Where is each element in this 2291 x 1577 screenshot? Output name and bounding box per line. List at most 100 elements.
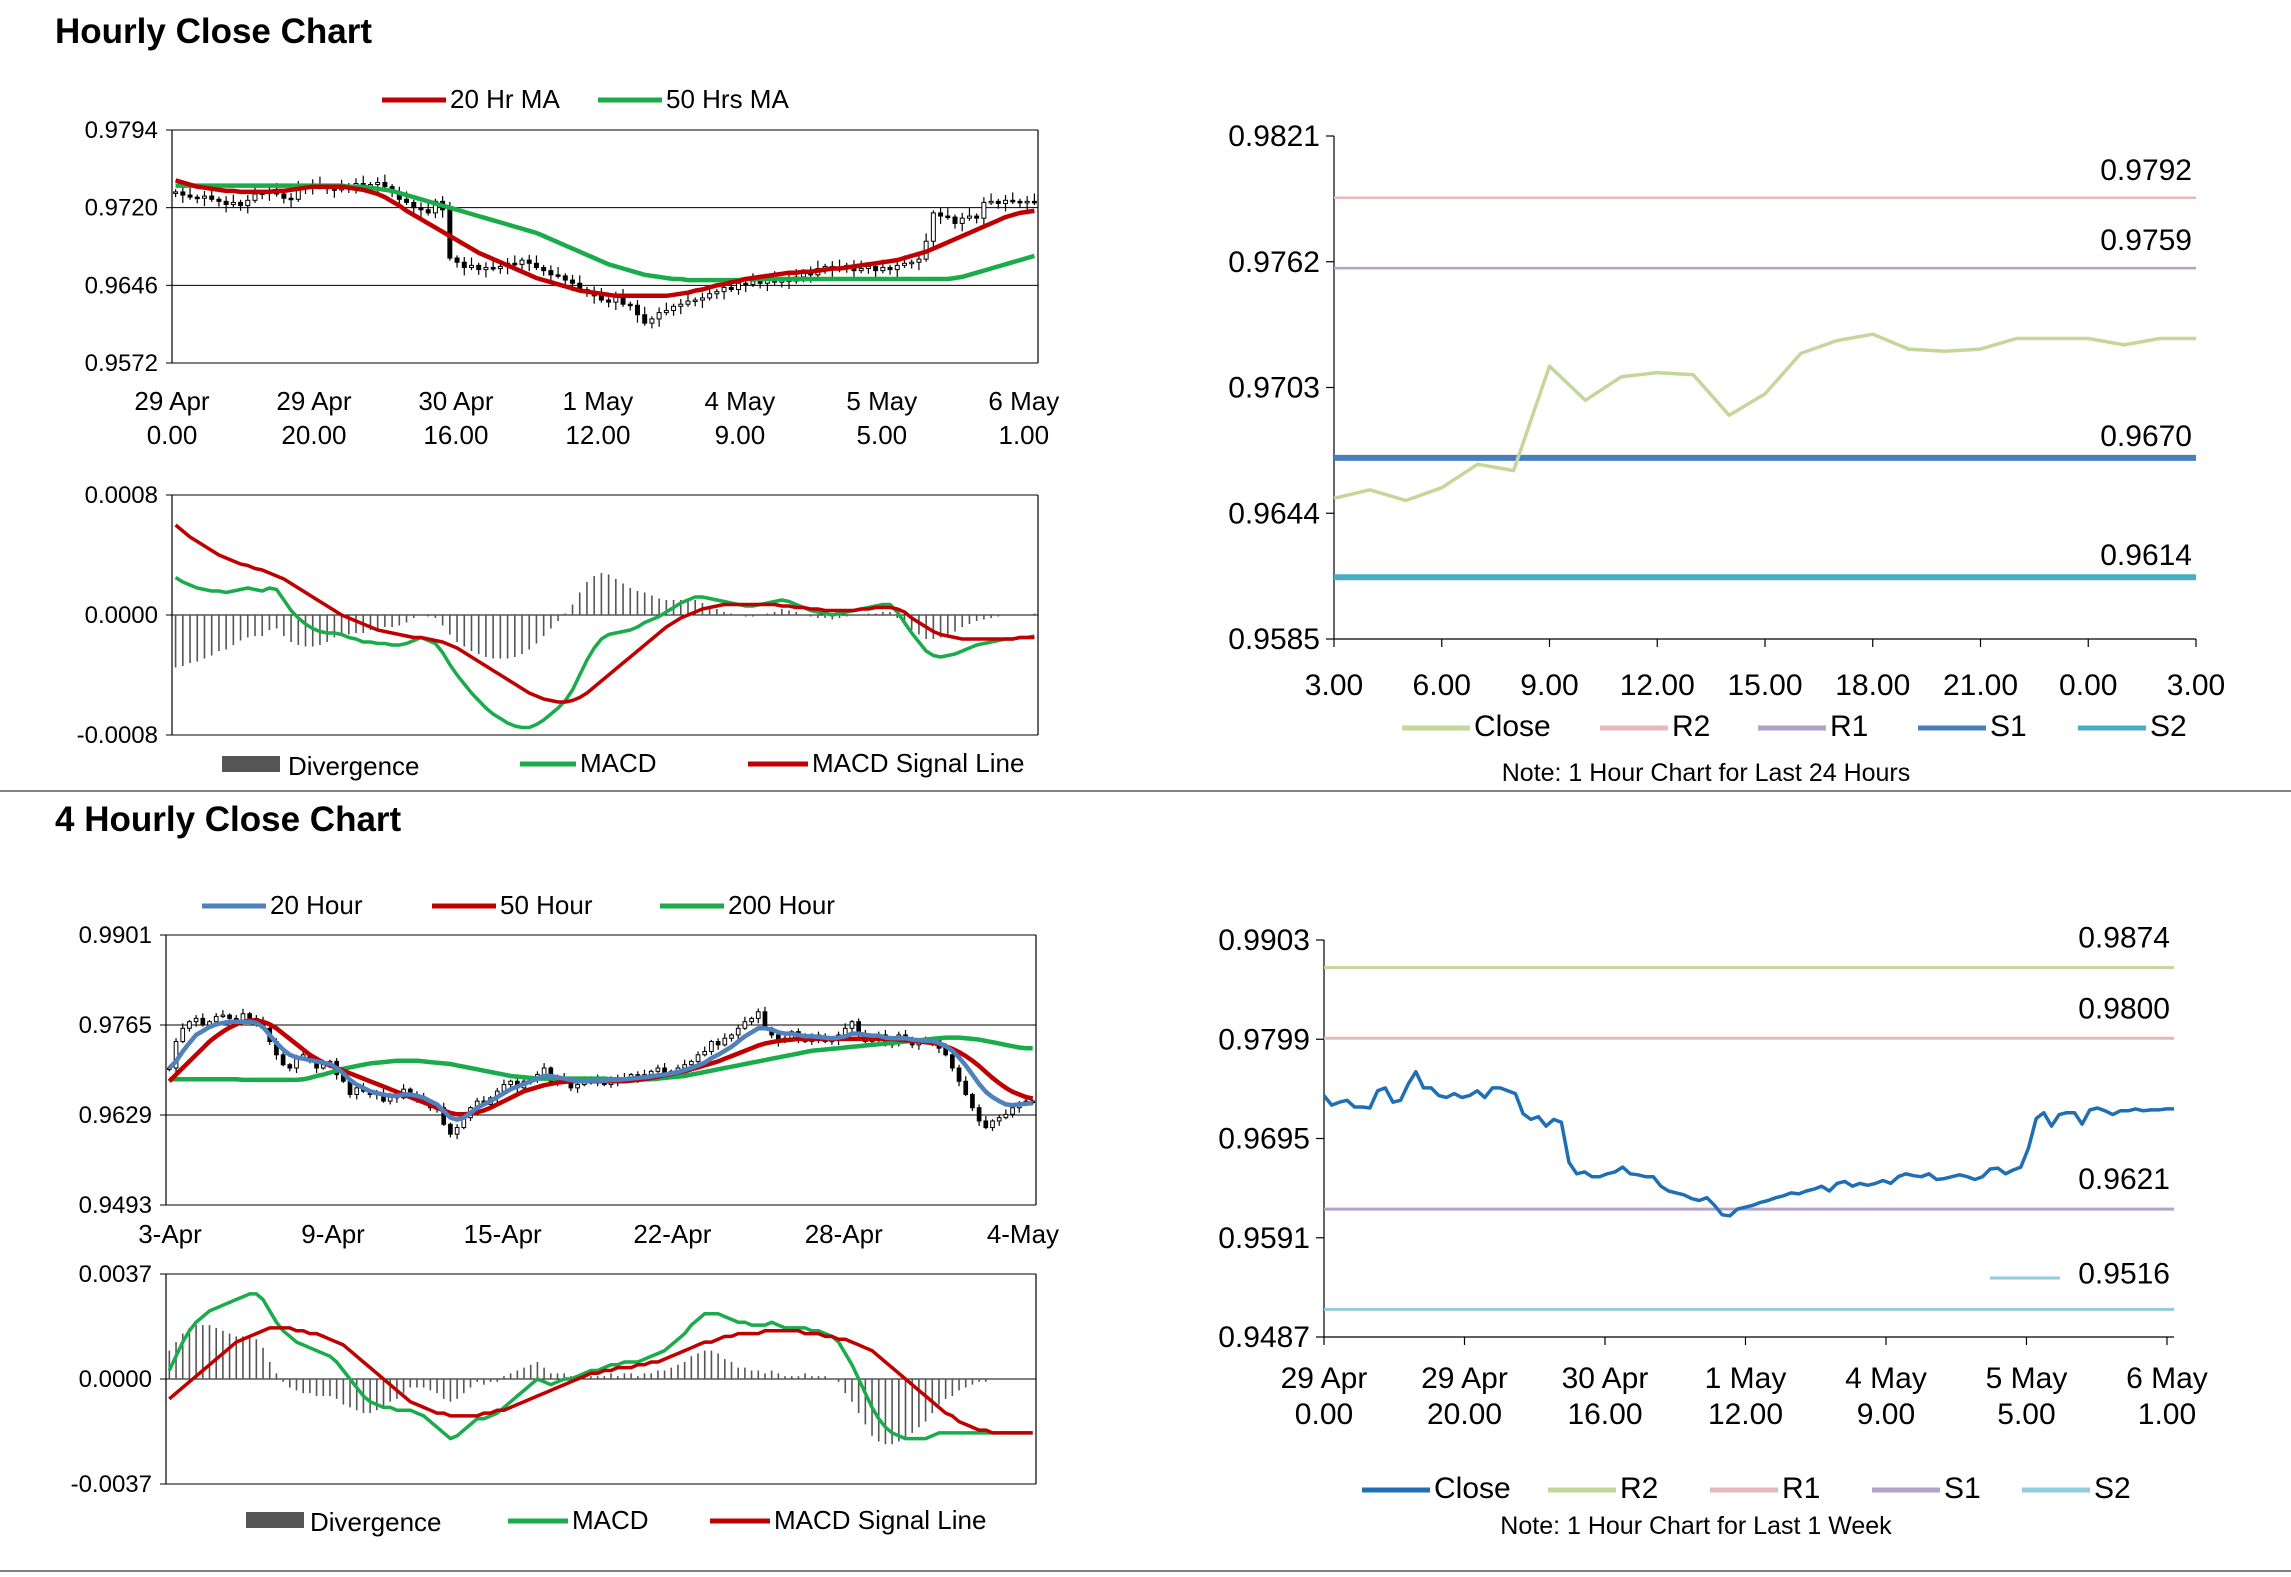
hourly-24h-y-tick-label: 0.9821 bbox=[1228, 120, 1320, 153]
hourly-price-candle-body bbox=[988, 200, 994, 204]
four-hourly-price-candle-body bbox=[448, 1123, 453, 1135]
four-hourly-price-candle-body bbox=[849, 1021, 855, 1029]
hourly-macd-legend-label: Divergence bbox=[288, 751, 420, 781]
hourly-price-candle-body bbox=[1010, 199, 1016, 203]
four-hourly-price-candle-body bbox=[541, 1067, 547, 1076]
four-hourly-price-candle-body bbox=[956, 1067, 962, 1082]
hourly-price-candle-body bbox=[916, 258, 922, 263]
hourly-price-candle-body bbox=[981, 201, 987, 219]
hourly-price-candle-body bbox=[230, 201, 236, 206]
four-hourly-price-candle-body bbox=[749, 1017, 754, 1023]
section-divider bbox=[0, 790, 2291, 792]
hourly-price-candle-body bbox=[526, 259, 532, 264]
hourly-price-candle-body bbox=[483, 266, 489, 271]
four-hourly-price-candle-body bbox=[213, 1015, 219, 1023]
hourly-price-x-tick-label: 20.00 bbox=[281, 420, 346, 450]
hourly-1w-s1-legend-label: S1 bbox=[1944, 1472, 1981, 1505]
hourly-price-candle-body bbox=[894, 264, 900, 271]
four-hourly-price-candle-body bbox=[709, 1041, 714, 1052]
four-hourly-price-candle-body bbox=[280, 1054, 286, 1066]
hourly-price-candle-body bbox=[238, 201, 244, 207]
hourly-24h-y-tick-label: 0.9703 bbox=[1228, 372, 1320, 405]
hourly-price-candle-body bbox=[519, 259, 525, 265]
four-hourly-price-candle-body bbox=[996, 1117, 1002, 1122]
hourly-price-candle-body bbox=[180, 191, 186, 196]
hourly-price-x-tick-label: 1.00 bbox=[998, 420, 1049, 450]
hourly-price-ma20-line bbox=[174, 178, 1035, 299]
hourly-price-candle-body bbox=[1024, 200, 1030, 204]
hourly-price-candle-body bbox=[945, 215, 951, 219]
hourly-24h-y-tick-label: 0.9644 bbox=[1228, 497, 1320, 530]
hourly-1w-x-tick-label: 9.00 bbox=[1857, 1398, 1915, 1431]
four-hourly-price-candle-body bbox=[990, 1120, 995, 1129]
hourly-price-candle-body bbox=[642, 314, 648, 324]
four-hourly-macd-divergence-legend-swatch bbox=[246, 1512, 304, 1528]
four-hourly-price-candle-body bbox=[247, 1013, 252, 1019]
hourly-24h-level-label-r1: 0.9759 bbox=[2100, 224, 2192, 257]
hourly-price-candle-body bbox=[634, 304, 640, 316]
hourly-price-candle-body bbox=[671, 305, 677, 312]
hourly-price-candle-body bbox=[404, 198, 410, 203]
four-hourly-macd-signal-legend-label: MACD Signal Line bbox=[774, 1505, 986, 1535]
hourly-price-candle-body bbox=[627, 303, 633, 307]
four-hourly-price-y-tick-label: 0.9493 bbox=[79, 1192, 152, 1219]
hourly-price-candle-body bbox=[173, 191, 179, 194]
hourly-1w-y-tick-label: 0.9799 bbox=[1218, 1023, 1310, 1056]
hourly-price-candle-body bbox=[469, 264, 474, 268]
hourly-24h-r1-legend-label: R1 bbox=[1830, 710, 1868, 743]
hourly-section-title: Hourly Close Chart bbox=[55, 12, 372, 51]
hourly-price-candle-body bbox=[757, 280, 763, 284]
hourly-price-candle-body bbox=[938, 212, 944, 217]
hourly-price-candle-body bbox=[252, 193, 258, 201]
hourly-price-x-tick-label: 5 May bbox=[846, 386, 917, 416]
four-hourly-price-x-tick-label: 9-Apr bbox=[301, 1219, 365, 1249]
hourly-price-candle-body bbox=[714, 291, 720, 295]
hourly-24h-level-label-s1: 0.9670 bbox=[2100, 420, 2192, 453]
hourly-price-candle-body bbox=[209, 195, 215, 200]
four-hourly-price-candle-body bbox=[963, 1080, 969, 1095]
hourly-24h-x-tick-label: 18.00 bbox=[1835, 669, 1910, 702]
four-hourly-price-ma20-line bbox=[167, 1019, 1033, 1122]
hourly-24h-level-label-s2: 0.9614 bbox=[2100, 539, 2192, 572]
hourly-1w-y-tick-label: 0.9903 bbox=[1218, 924, 1310, 957]
hourly-price-x-tick-label: 29 Apr bbox=[276, 386, 352, 416]
hourly-price-candle-body bbox=[974, 215, 980, 219]
hourly-macd-macd-legend-label: MACD bbox=[580, 748, 657, 778]
four-hourly-price-candle-body bbox=[689, 1060, 694, 1066]
hourly-price-candle-body bbox=[880, 266, 886, 272]
hourly-24h-x-tick-label: 21.00 bbox=[1943, 669, 2018, 702]
hourly-price-candle-body bbox=[476, 264, 482, 271]
four-hourly-price-candle-body bbox=[702, 1050, 708, 1056]
hourly-price-candle-body bbox=[598, 295, 604, 301]
hourly-1w-r1-legend-label: R1 bbox=[1782, 1472, 1820, 1505]
four-hourly-price-candle-body bbox=[762, 1011, 768, 1029]
hourly-1w-x-tick-label: 20.00 bbox=[1427, 1398, 1502, 1431]
hourly-price-candle-body bbox=[331, 188, 337, 191]
four-hourly-price-candle-body bbox=[970, 1093, 975, 1109]
hourly-1w-level-label-r2: 0.9874 bbox=[2078, 922, 2170, 955]
four-hourly-macd-signal-line bbox=[168, 1326, 1033, 1435]
hourly-price-candle-body bbox=[201, 195, 207, 199]
hourly-24h-x-tick-label: 15.00 bbox=[1727, 669, 1802, 702]
hourly-price-candle-body bbox=[425, 209, 431, 214]
four-hourly-price-candle-body bbox=[1010, 1107, 1015, 1115]
four-hourly-price-candle-body bbox=[287, 1064, 293, 1069]
four-hourly-price-candle-body bbox=[755, 1011, 761, 1019]
hourly-price-x-tick-label: 5.00 bbox=[857, 420, 908, 450]
hourly-macd-y-tick-label: -0.0008 bbox=[77, 722, 158, 749]
hourly-1w-x-tick-label: 30 Apr bbox=[1562, 1362, 1649, 1395]
hourly-price-candle-body bbox=[663, 310, 669, 314]
hourly-24h-r2-legend-label: R2 bbox=[1672, 710, 1710, 743]
bottom-divider bbox=[0, 1570, 2291, 1572]
hourly-price-candle-body bbox=[454, 257, 460, 263]
hourly-price-candle-body bbox=[873, 265, 879, 272]
four-hourly-price-candle-body bbox=[976, 1107, 982, 1122]
hourly-price-candle-body bbox=[656, 312, 662, 320]
hourly-24h-x-tick-label: 3.00 bbox=[1305, 669, 1363, 702]
hourly-price-y-tick-label: 0.9720 bbox=[85, 195, 158, 222]
hourly-macd-signal-line bbox=[174, 523, 1035, 704]
hourly-macd-signal-legend-label: MACD Signal Line bbox=[812, 748, 1024, 778]
hourly-price-x-tick-label: 29 Apr bbox=[134, 386, 210, 416]
hourly-price-ma50-legend-label: 50 Hrs MA bbox=[666, 84, 789, 114]
hourly-24h-y-tick-label: 0.9762 bbox=[1228, 246, 1320, 279]
